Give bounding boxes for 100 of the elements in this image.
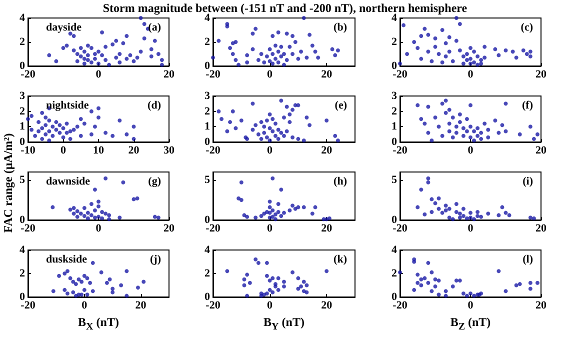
x-tick-label: 20 bbox=[536, 144, 547, 156]
annotation: (e) bbox=[334, 100, 348, 112]
y-axis-title: FAC range (μA/m²) bbox=[1, 132, 15, 235]
point bbox=[107, 62, 112, 67]
annotation: (g) bbox=[148, 176, 162, 188]
point bbox=[284, 104, 289, 109]
point bbox=[110, 42, 115, 46]
point bbox=[220, 117, 224, 121]
x-tick-label: 0 bbox=[267, 144, 274, 156]
point bbox=[104, 212, 108, 216]
point bbox=[268, 278, 272, 283]
text: Storm magnitude between (-151 nT and -200 nT), northern hemisphere bbox=[102, 1, 468, 15]
point bbox=[416, 205, 420, 210]
point bbox=[273, 56, 278, 61]
point bbox=[160, 62, 164, 67]
point bbox=[302, 138, 306, 142]
point bbox=[124, 56, 129, 61]
point bbox=[104, 280, 109, 285]
point bbox=[124, 132, 129, 136]
x-tick-label: 20 bbox=[536, 222, 547, 234]
point bbox=[124, 294, 129, 298]
point bbox=[132, 197, 136, 202]
point bbox=[92, 124, 97, 129]
point bbox=[152, 38, 157, 43]
point bbox=[264, 260, 269, 265]
point bbox=[273, 44, 278, 48]
point bbox=[296, 136, 300, 141]
point bbox=[464, 58, 469, 62]
point bbox=[458, 278, 462, 283]
point bbox=[496, 213, 501, 218]
point bbox=[85, 292, 90, 297]
y-tick-label: 2 bbox=[20, 36, 26, 48]
point bbox=[254, 257, 258, 262]
point bbox=[426, 32, 430, 37]
point bbox=[461, 214, 466, 218]
point bbox=[416, 46, 420, 50]
point bbox=[464, 216, 469, 220]
point bbox=[82, 288, 86, 292]
point bbox=[268, 205, 272, 210]
point bbox=[259, 214, 264, 218]
point bbox=[518, 132, 522, 136]
point bbox=[262, 130, 266, 135]
x-tick-label: 20 bbox=[536, 300, 547, 312]
point bbox=[242, 283, 246, 288]
point bbox=[136, 286, 140, 290]
point bbox=[476, 54, 480, 58]
point bbox=[86, 44, 90, 48]
point bbox=[100, 216, 104, 220]
point bbox=[33, 134, 38, 138]
point bbox=[68, 208, 72, 212]
point bbox=[245, 60, 250, 64]
annotation: (l) bbox=[522, 254, 534, 266]
point bbox=[142, 36, 146, 40]
point bbox=[68, 136, 72, 141]
point bbox=[276, 210, 280, 214]
point bbox=[464, 129, 469, 134]
point bbox=[472, 294, 476, 298]
point bbox=[282, 62, 286, 67]
point bbox=[236, 62, 241, 67]
point bbox=[422, 212, 427, 216]
point bbox=[308, 123, 312, 128]
point bbox=[254, 216, 258, 220]
point bbox=[528, 50, 532, 54]
point bbox=[444, 41, 448, 46]
point bbox=[82, 50, 86, 54]
point bbox=[65, 291, 70, 296]
point bbox=[444, 98, 448, 103]
point bbox=[458, 212, 462, 216]
point bbox=[468, 46, 472, 50]
point bbox=[450, 135, 455, 140]
point bbox=[426, 180, 430, 184]
point bbox=[486, 212, 490, 216]
y-tick-label: 2 bbox=[392, 105, 398, 118]
point bbox=[282, 280, 286, 284]
point bbox=[51, 289, 56, 294]
point bbox=[398, 270, 402, 274]
y-tick-label: 2 bbox=[204, 268, 210, 280]
point bbox=[72, 48, 76, 52]
point bbox=[245, 53, 250, 58]
point bbox=[86, 53, 90, 58]
point bbox=[302, 280, 306, 284]
point bbox=[310, 44, 314, 48]
point bbox=[270, 208, 275, 212]
point bbox=[110, 286, 115, 291]
point bbox=[245, 294, 250, 298]
point bbox=[535, 132, 540, 136]
point bbox=[302, 16, 306, 20]
point bbox=[444, 208, 448, 212]
point bbox=[104, 58, 108, 62]
point bbox=[236, 196, 241, 200]
point bbox=[58, 123, 62, 128]
point bbox=[426, 280, 430, 285]
point bbox=[256, 260, 260, 265]
point bbox=[458, 216, 462, 220]
y-tick-label: 2 bbox=[204, 105, 210, 118]
point bbox=[132, 124, 136, 129]
point bbox=[270, 176, 275, 180]
point bbox=[44, 115, 48, 120]
point bbox=[273, 217, 278, 222]
x-tick-label: 0 bbox=[96, 222, 102, 234]
